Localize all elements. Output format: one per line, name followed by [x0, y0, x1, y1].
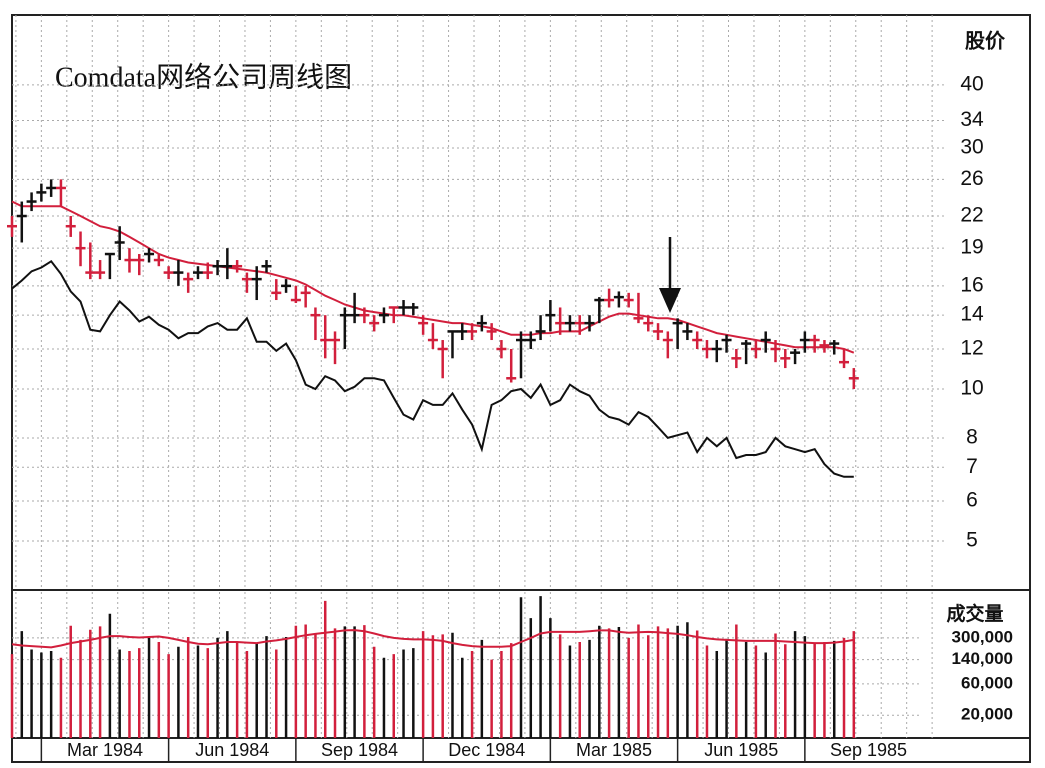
- y-tick-label: 40: [960, 72, 983, 95]
- relative-strength-line: [11, 259, 854, 478]
- y-tick-label: 6: [966, 489, 978, 512]
- chart-title: Comdata网络公司周线图: [55, 61, 352, 93]
- y-tick-label: 5: [966, 529, 978, 552]
- x-tick-label: Mar 1984: [67, 740, 143, 760]
- x-tick-label: Sep 1984: [321, 740, 398, 760]
- volume-tick-label: 300,000: [952, 627, 1013, 646]
- y-tick-label: 10: [960, 377, 983, 400]
- volume-tick-label: 140,000: [952, 649, 1013, 668]
- y-tick-label: 7: [966, 455, 978, 478]
- y-tick-label: 8: [966, 425, 978, 448]
- x-tick-label: Jun 1984: [195, 740, 269, 760]
- y-tick-label: 26: [960, 167, 983, 190]
- y-tick-label: 14: [960, 303, 984, 326]
- x-tick-label: Dec 1984: [448, 740, 525, 760]
- y-tick-label: 19: [960, 236, 983, 259]
- plot: 40 34 30 26 22 19 16 14 12 10 8 7 6 5 300,000 140,000 60…: [7, 15, 1013, 762]
- y-tick-label: 34: [960, 108, 984, 131]
- x-tick-label: Sep 1985: [830, 740, 907, 760]
- volume-ma-line: [11, 629, 854, 649]
- volume-tick-label: 60,000: [961, 673, 1013, 692]
- y-axis-label: 股价: [965, 29, 1006, 52]
- arrow-head: [659, 288, 681, 313]
- y-tick-label: 30: [960, 136, 983, 159]
- x-tick-label: Mar 1985: [576, 740, 652, 760]
- x-tick-label: Jun 1985: [704, 740, 778, 760]
- y-tick-label: 12: [960, 337, 983, 360]
- volume-axis-label: 成交量: [946, 602, 1003, 625]
- volume-tick-label: 20,000: [961, 705, 1013, 724]
- moving-average-line: [11, 200, 855, 354]
- y-tick-label: 22: [960, 204, 983, 227]
- y-tick-label: 16: [960, 273, 983, 296]
